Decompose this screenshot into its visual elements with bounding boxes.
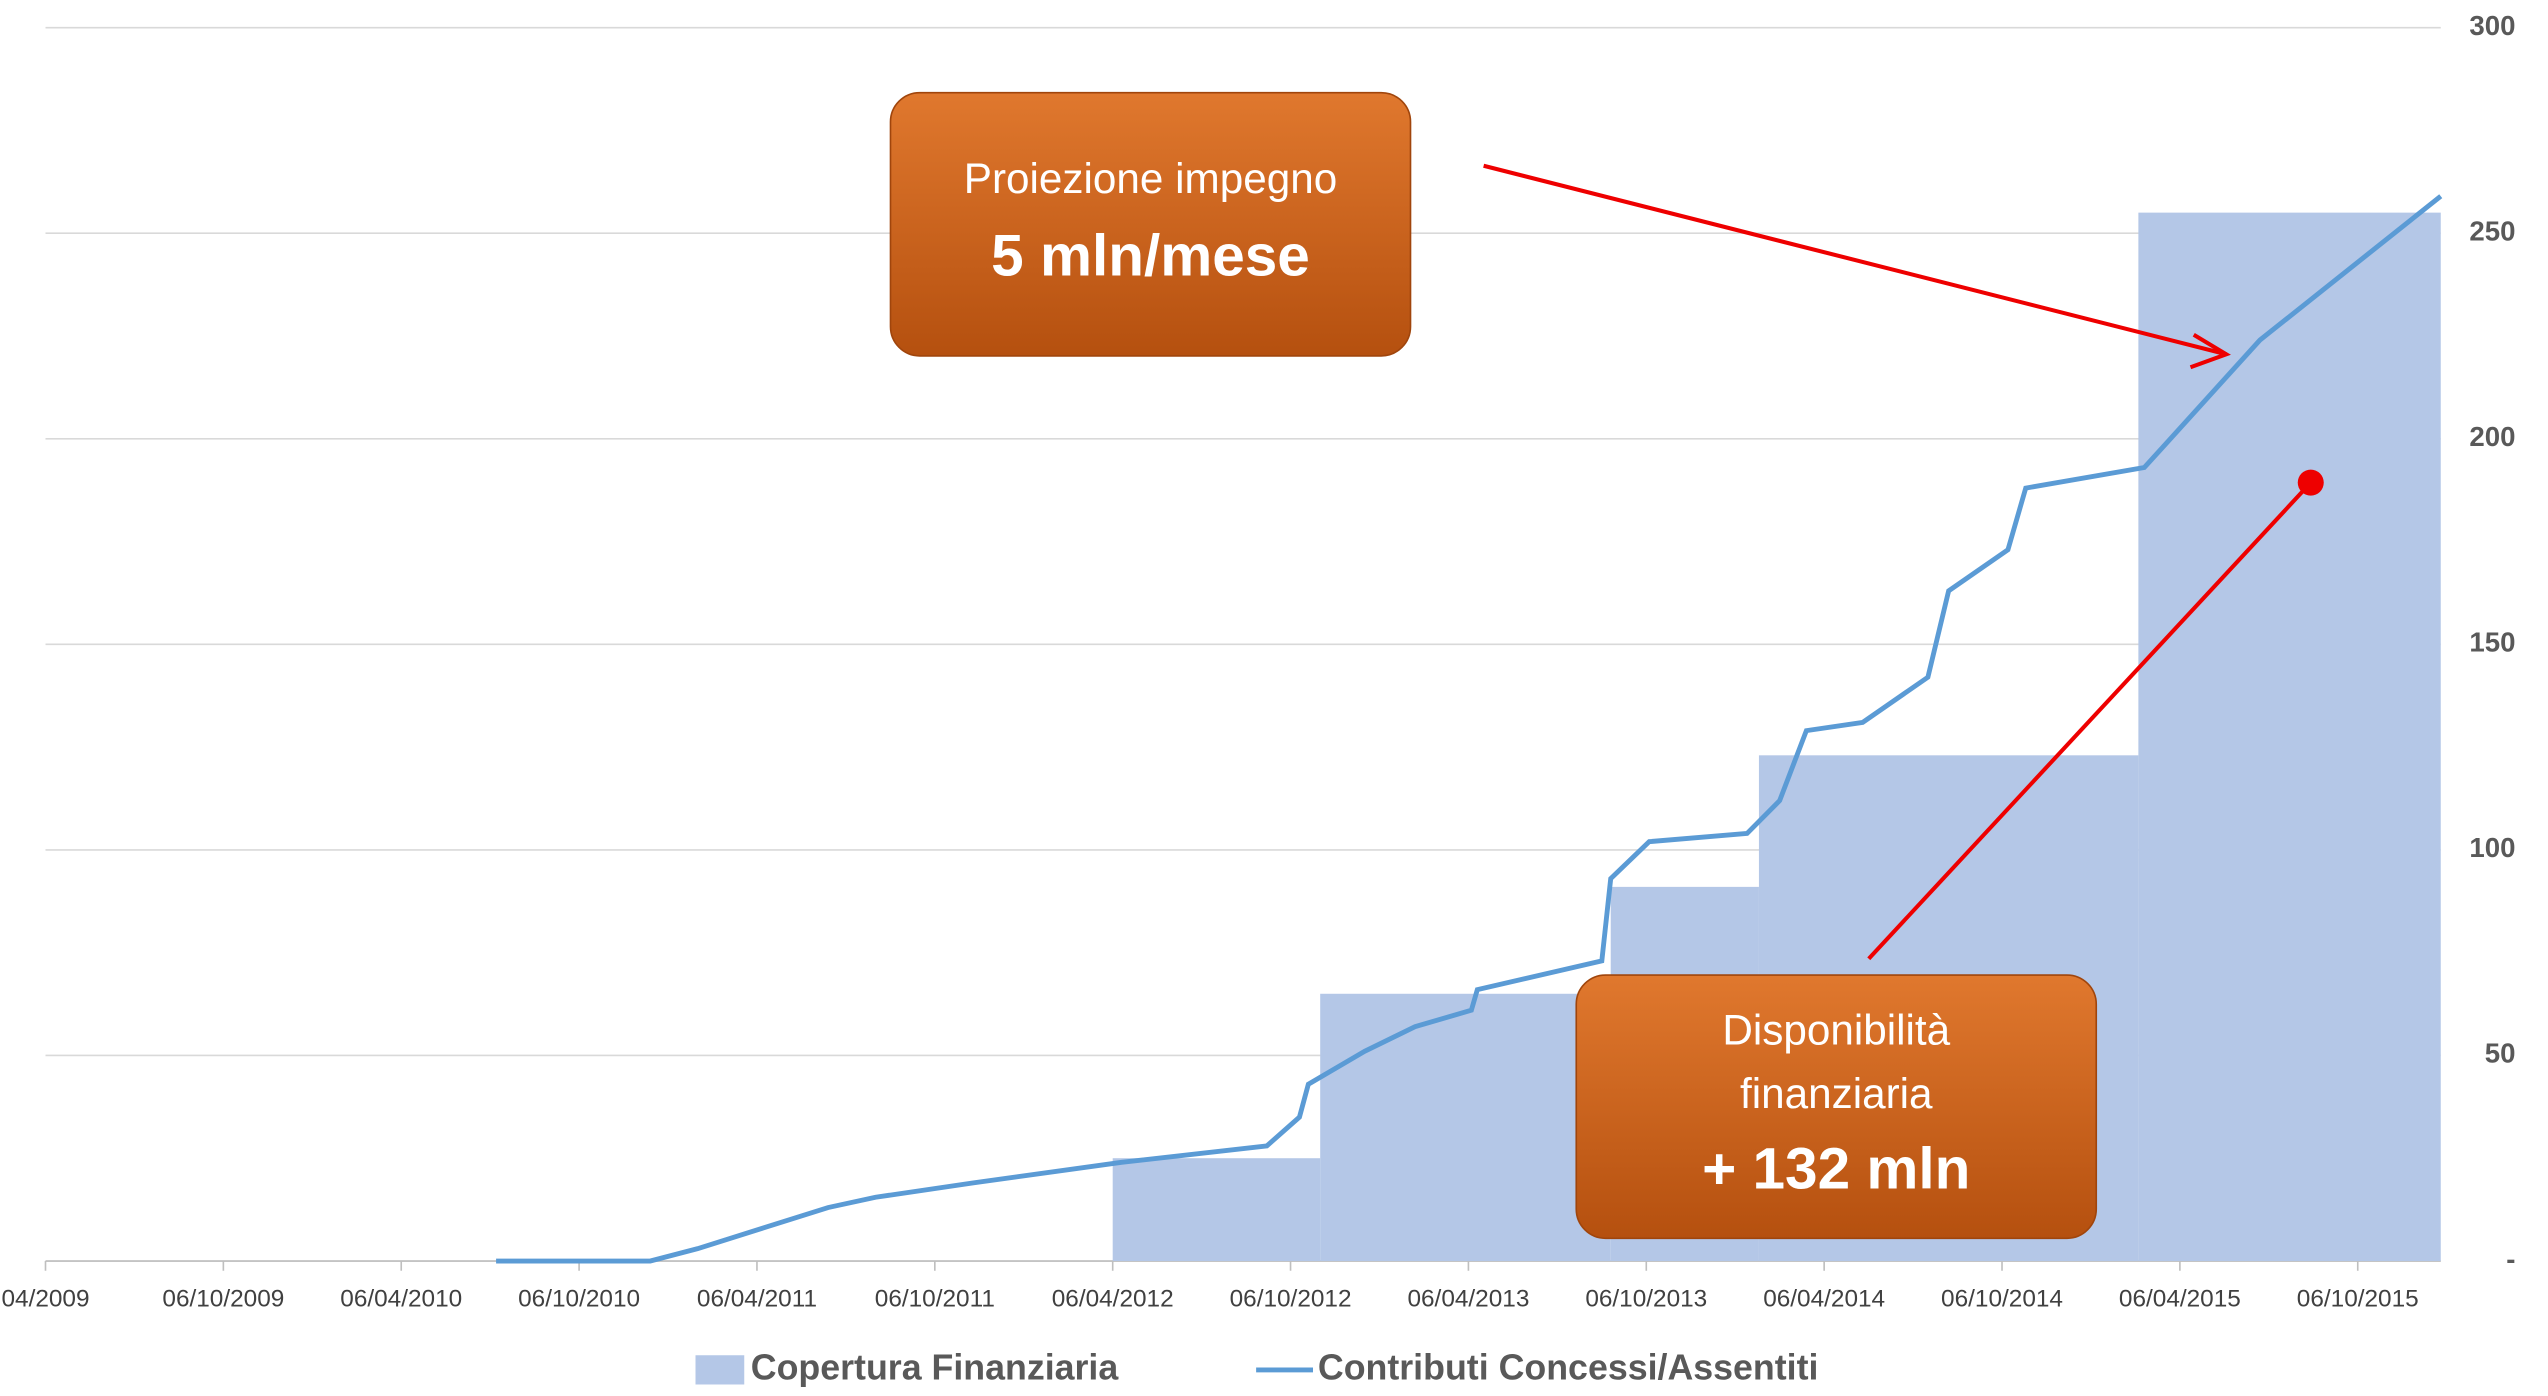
x-tick-label: 06/10/2015 [2297,1285,2419,1312]
x-tick-label: 06/10/2013 [1585,1285,1707,1312]
y-tick-label: - [2506,1243,2515,1274]
x-tick-label: 06/04/2013 [1407,1285,1529,1312]
callout-text: Proiezione impegno [964,155,1337,202]
y-tick-label: 50 [2485,1038,2516,1069]
y-tick-label: 200 [2469,421,2515,452]
x-tick-label: 06/04/2015 [2119,1285,2241,1312]
y-tick-label: 300 [2469,10,2515,41]
y-tick-label: 250 [2469,215,2515,246]
x-tick-label: 06/04/2010 [340,1285,462,1312]
callout-text: 5 mln/mese [991,223,1310,288]
callout-box [889,91,1412,357]
x-tick-label: 06/04/2011 [697,1285,817,1312]
arrow-head [2189,333,2231,370]
callouts: Proiezione impegno 5 mln/mese Disponibil… [889,91,2324,1240]
y-tick-label: 100 [2469,832,2515,863]
x-tick-label: 06/04/2014 [1763,1285,1885,1312]
arrow [1867,481,2313,961]
x-tick-label: 06/10/2010 [518,1285,640,1312]
coverage-step [1320,993,1611,1261]
y-tick-label: 150 [2469,627,2515,658]
callout-text: + 132 mln [1702,1137,1970,1202]
legend: Copertura Finanziaria Contributi Concess… [695,1347,1819,1387]
arrow [1483,163,2227,357]
line [496,194,2443,1264]
legend-label: Contributi Concessi/Assentiti [1318,1347,1819,1387]
x-tick-label: 06/10/2014 [1941,1285,2063,1312]
x-tick-label: 04/2009 [1,1285,89,1312]
callout-text: Disponibilità [1722,1007,1950,1054]
legend-label: Copertura Finanziaria [751,1347,1120,1387]
legend-swatch [695,1355,745,1385]
x-tick-label: 06/04/2012 [1052,1285,1174,1312]
coverage-step [2138,212,2441,1262]
x-tick-label: 06/10/2011 [875,1285,995,1312]
x-tick-label: 06/10/2009 [162,1285,284,1312]
dot [2297,469,2324,496]
callout-text: finanziaria [1740,1070,1933,1117]
coverage-step [1112,1158,1321,1261]
callout-box [1575,974,2098,1240]
x-tick-label: 06/10/2012 [1230,1285,1352,1312]
